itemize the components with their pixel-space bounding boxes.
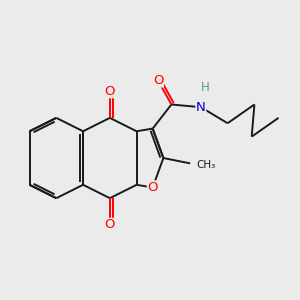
Text: O: O [153,74,163,87]
Text: O: O [105,218,115,231]
Text: O: O [147,181,158,194]
Text: CH₃: CH₃ [197,160,216,170]
Text: H: H [200,81,209,94]
Text: N: N [196,101,206,114]
Text: O: O [105,85,115,98]
